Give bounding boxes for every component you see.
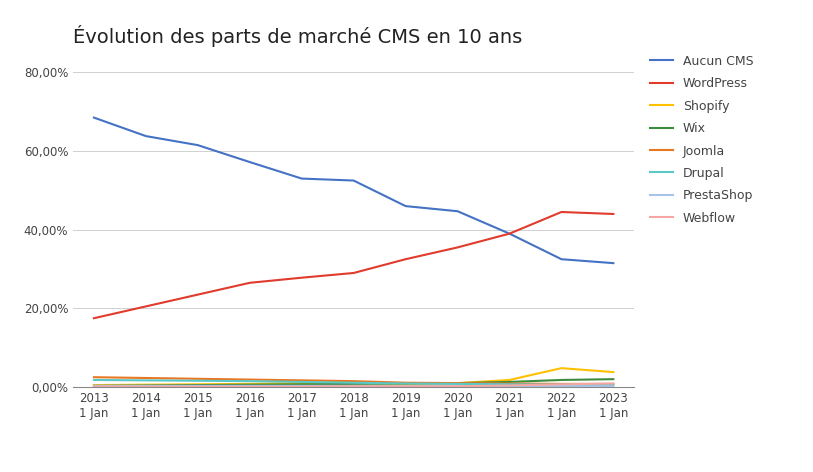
Shopify	[453, 380, 463, 386]
Joomla	[297, 378, 307, 383]
Webflow	[141, 384, 150, 389]
Line: Aucun CMS: Aucun CMS	[94, 118, 613, 263]
Joomla	[505, 380, 515, 386]
Webflow	[557, 381, 567, 387]
Drupal	[193, 378, 202, 384]
Shopify	[608, 369, 618, 375]
Aucun CMS	[557, 256, 567, 262]
Webflow	[89, 384, 99, 389]
Shopify	[297, 380, 307, 386]
Aucun CMS	[297, 176, 307, 181]
Wix	[453, 380, 463, 386]
Aucun CMS	[453, 208, 463, 214]
Webflow	[401, 383, 411, 389]
Joomla	[401, 380, 411, 386]
Wix	[608, 376, 618, 382]
Line: Joomla: Joomla	[94, 377, 613, 384]
Line: Webflow: Webflow	[94, 383, 613, 387]
Drupal	[401, 380, 411, 386]
Shopify	[349, 379, 359, 385]
Joomla	[245, 377, 254, 382]
PrestaShop	[193, 383, 202, 388]
Aucun CMS	[245, 159, 254, 165]
PrestaShop	[349, 383, 359, 388]
Drupal	[557, 382, 567, 388]
Text: Évolution des parts de marché CMS en 10 ans: Évolution des parts de marché CMS en 10 …	[73, 25, 523, 47]
Webflow	[608, 380, 618, 386]
PrestaShop	[608, 383, 618, 389]
Shopify	[141, 382, 150, 388]
Legend: Aucun CMS, WordPress, Shopify, Wix, Joomla, Drupal, PrestaShop, Webflow: Aucun CMS, WordPress, Shopify, Wix, Joom…	[646, 50, 759, 230]
Webflow	[453, 383, 463, 389]
Line: Drupal: Drupal	[94, 380, 613, 385]
WordPress	[505, 231, 515, 236]
WordPress	[141, 303, 150, 309]
PrestaShop	[245, 383, 254, 388]
Wix	[89, 383, 99, 388]
Drupal	[453, 381, 463, 387]
Shopify	[401, 381, 411, 387]
Drupal	[505, 381, 515, 387]
Wix	[557, 377, 567, 383]
Joomla	[349, 378, 359, 384]
PrestaShop	[297, 383, 307, 388]
WordPress	[89, 315, 99, 321]
Wix	[297, 381, 307, 387]
Aucun CMS	[608, 261, 618, 266]
Drupal	[141, 378, 150, 383]
Wix	[193, 382, 202, 388]
Shopify	[505, 377, 515, 383]
Shopify	[245, 381, 254, 387]
Wix	[505, 379, 515, 385]
Shopify	[557, 365, 567, 371]
WordPress	[557, 209, 567, 215]
Joomla	[89, 374, 99, 380]
PrestaShop	[401, 383, 411, 389]
PrestaShop	[453, 383, 463, 389]
Joomla	[557, 381, 567, 387]
WordPress	[297, 275, 307, 280]
WordPress	[401, 256, 411, 262]
Drupal	[245, 378, 254, 384]
Aucun CMS	[505, 231, 515, 236]
WordPress	[245, 280, 254, 286]
Line: Shopify: Shopify	[94, 368, 613, 385]
Webflow	[349, 383, 359, 389]
PrestaShop	[557, 383, 567, 389]
Wix	[141, 383, 150, 388]
Shopify	[193, 381, 202, 387]
Webflow	[193, 384, 202, 389]
Joomla	[453, 380, 463, 386]
Aucun CMS	[193, 143, 202, 148]
Shopify	[89, 382, 99, 388]
Joomla	[141, 375, 150, 381]
Line: Wix: Wix	[94, 379, 613, 386]
Joomla	[608, 381, 618, 387]
PrestaShop	[141, 383, 150, 388]
PrestaShop	[89, 383, 99, 388]
Drupal	[608, 382, 618, 388]
Wix	[245, 382, 254, 388]
WordPress	[193, 292, 202, 297]
WordPress	[453, 244, 463, 250]
Webflow	[505, 383, 515, 388]
Joomla	[193, 376, 202, 381]
Webflow	[245, 384, 254, 389]
PrestaShop	[505, 383, 515, 389]
WordPress	[349, 270, 359, 276]
Webflow	[297, 384, 307, 389]
Aucun CMS	[141, 133, 150, 139]
Aucun CMS	[89, 115, 99, 120]
Aucun CMS	[349, 177, 359, 183]
Drupal	[297, 379, 307, 385]
Drupal	[349, 380, 359, 386]
Aucun CMS	[401, 203, 411, 209]
Line: WordPress: WordPress	[94, 212, 613, 318]
Drupal	[89, 377, 99, 383]
Wix	[349, 381, 359, 387]
WordPress	[608, 211, 618, 217]
Wix	[401, 380, 411, 386]
